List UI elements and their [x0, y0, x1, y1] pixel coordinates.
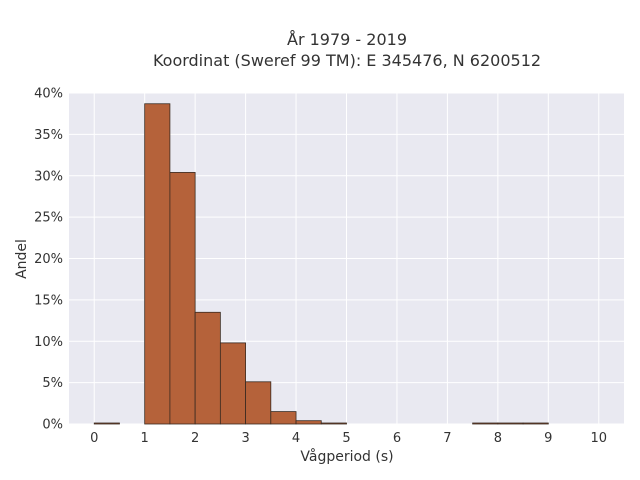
x-tick-label: 3 — [241, 431, 249, 446]
y-tick-label: 25% — [34, 211, 63, 226]
y-tick-label: 35% — [34, 128, 63, 143]
x-tick-label: 5 — [342, 431, 350, 446]
histogram-bar — [270, 411, 297, 425]
x-tick-label: 7 — [443, 431, 451, 446]
y-axis-ticks: 0% 5% 10% 15% 20% 25% 30% 35% 40% — [34, 87, 63, 433]
histogram-bar — [169, 172, 196, 425]
histogram-bar — [320, 422, 347, 425]
x-axis-ticks: 0 1 2 3 4 5 6 7 8 9 10 — [90, 431, 607, 446]
y-tick-label: 0% — [42, 418, 63, 433]
x-tick-label: 2 — [191, 431, 199, 446]
x-tick-label: 6 — [393, 431, 401, 446]
y-tick-label: 40% — [34, 87, 63, 102]
x-tick-label: 1 — [141, 431, 149, 446]
chart-title-line1: År 1979 - 2019 — [287, 30, 407, 49]
grid-lines — [69, 92, 624, 425]
x-tick-label: 4 — [292, 431, 300, 446]
histogram-bar — [497, 422, 524, 425]
histogram-bar — [194, 311, 221, 425]
histogram-bar — [245, 381, 272, 425]
y-tick-label: 30% — [34, 169, 63, 184]
y-axis-label: Andel — [14, 239, 30, 279]
y-tick-label: 5% — [42, 376, 63, 391]
y-tick-label: 20% — [34, 252, 63, 267]
y-tick-label: 10% — [34, 335, 63, 350]
x-tick-label: 8 — [494, 431, 502, 446]
x-axis-label: Vågperiod (s) — [300, 448, 393, 465]
chart-title-line2: Koordinat (Sweref 99 TM): E 345476, N 62… — [153, 51, 541, 70]
y-tick-label: 15% — [34, 293, 63, 308]
x-tick-label: 9 — [544, 431, 552, 446]
histogram-bar — [472, 422, 499, 425]
x-tick-label: 10 — [590, 431, 607, 446]
histogram-bar — [144, 103, 171, 425]
histogram-bar — [295, 420, 322, 425]
histogram-bars — [93, 103, 549, 425]
histogram-bar — [93, 422, 120, 425]
histogram-bar — [219, 342, 246, 425]
histogram-bar — [522, 422, 549, 425]
x-tick-label: 0 — [90, 431, 98, 446]
